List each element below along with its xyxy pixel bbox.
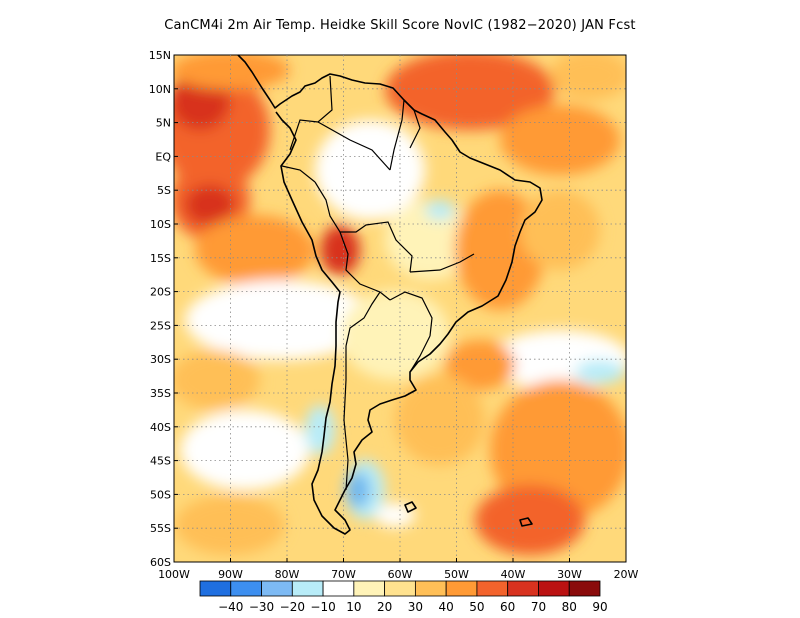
- skill-patch: [550, 55, 626, 100]
- colorbar-label: 40: [439, 600, 454, 614]
- skill-patch: [385, 200, 475, 280]
- colorbar-swatch: [261, 580, 293, 597]
- map-title: CanCM4i 2m Air Temp. Heidke Skill Score …: [164, 18, 636, 33]
- colorbar-label: 70: [531, 600, 546, 614]
- latitude-label: 25S: [150, 319, 171, 332]
- latitude-label: 10S: [150, 218, 171, 231]
- colorbar-label: 10: [346, 600, 361, 614]
- longitude-label: 50W: [444, 568, 469, 581]
- colorbar-swatch: [230, 580, 262, 597]
- colorbar-swatch: [353, 580, 386, 597]
- skill-patch: [346, 472, 370, 508]
- latitude-labels: 15N 10N 5N EQ 5S 10S 15S 20S 25S 30S 35S 40S 45S 50S 5…: [149, 49, 178, 569]
- skill-patch: [320, 225, 360, 275]
- latitude-label: 35S: [150, 387, 171, 400]
- colorbar-label: 80: [562, 600, 577, 614]
- latitude-label: 50S: [150, 488, 171, 501]
- skill-patch: [174, 55, 290, 90]
- skill-patch: [315, 120, 425, 220]
- skill-patch: [175, 495, 285, 555]
- skill-patch: [185, 185, 235, 225]
- latitude-label: 5N: [156, 117, 171, 130]
- skill-patch: [174, 350, 260, 410]
- latitude-label: 30S: [150, 353, 171, 366]
- skill-patch: [340, 290, 450, 380]
- colorbar-label: −20: [280, 600, 305, 614]
- colorbar-label: 20: [377, 600, 392, 614]
- colorbar-label: 60: [500, 600, 515, 614]
- latitude-label: EQ: [155, 150, 171, 163]
- latitude-label: 40S: [150, 421, 171, 434]
- skill-patch: [185, 280, 375, 360]
- colorbar-swatch: [414, 580, 447, 597]
- map-gridlines: [174, 55, 626, 562]
- colorbar-swatch: [445, 580, 478, 597]
- longitude-label: 20W: [614, 568, 639, 581]
- latitude-label: 60S: [150, 556, 171, 569]
- colorbar-swatch: [538, 580, 570, 597]
- skill-field: [174, 55, 626, 562]
- latitude-label: 15N: [149, 49, 171, 62]
- colorbar-label: 50: [469, 600, 484, 614]
- colorbar-label: −30: [249, 600, 274, 614]
- latitude-label: 55S: [150, 522, 171, 535]
- skill-patch: [180, 410, 310, 490]
- colorbar-swatch: [199, 580, 232, 597]
- latitude-label: 45S: [150, 455, 171, 468]
- longitude-label: 40W: [501, 568, 526, 581]
- longitude-label: 80W: [275, 568, 300, 581]
- skill-patch: [375, 503, 415, 527]
- skill-patch: [425, 200, 455, 220]
- colorbar-swatch: [476, 580, 509, 597]
- latitude-label: 5S: [157, 184, 171, 197]
- colorbar-swatch: [322, 580, 355, 597]
- longitude-label: 60W: [388, 568, 413, 581]
- skill-patch: [195, 215, 315, 285]
- latitude-label: 15S: [150, 252, 171, 265]
- colorbar: −40 −30 −20 −10 10 20 30 40 50 60 70 80 90: [199, 580, 608, 614]
- skill-patch: [385, 55, 555, 130]
- colorbar-swatch: [507, 580, 539, 597]
- skill-patch: [395, 375, 485, 465]
- latitude-label: 10N: [149, 83, 171, 96]
- skill-patch: [520, 190, 600, 270]
- longitude-labels: 100W 90W 80W 70W 60W 50W 40W 30W 20W: [158, 558, 639, 581]
- skill-patch: [500, 105, 620, 175]
- country-borders: [281, 75, 475, 491]
- skill-patch: [575, 360, 625, 384]
- colorbar-label: 90: [592, 600, 607, 614]
- longitude-label: 90W: [218, 568, 243, 581]
- colorbar-label: 30: [408, 600, 423, 614]
- longitude-label: 70W: [331, 568, 356, 581]
- skill-patch: [445, 340, 515, 390]
- longitude-label: 100W: [158, 568, 190, 581]
- colorbar-label: −10: [310, 600, 335, 614]
- colorbar-swatch: [384, 580, 416, 597]
- longitude-label: 30W: [557, 568, 582, 581]
- colorbar-swatch: [568, 580, 601, 597]
- coastline: [237, 54, 543, 535]
- skill-patch: [490, 380, 626, 520]
- colorbar-swatch: [291, 580, 324, 597]
- colorbar-label: −40: [218, 600, 243, 614]
- latitude-label: 20S: [150, 286, 171, 299]
- skill-patch: [305, 405, 335, 455]
